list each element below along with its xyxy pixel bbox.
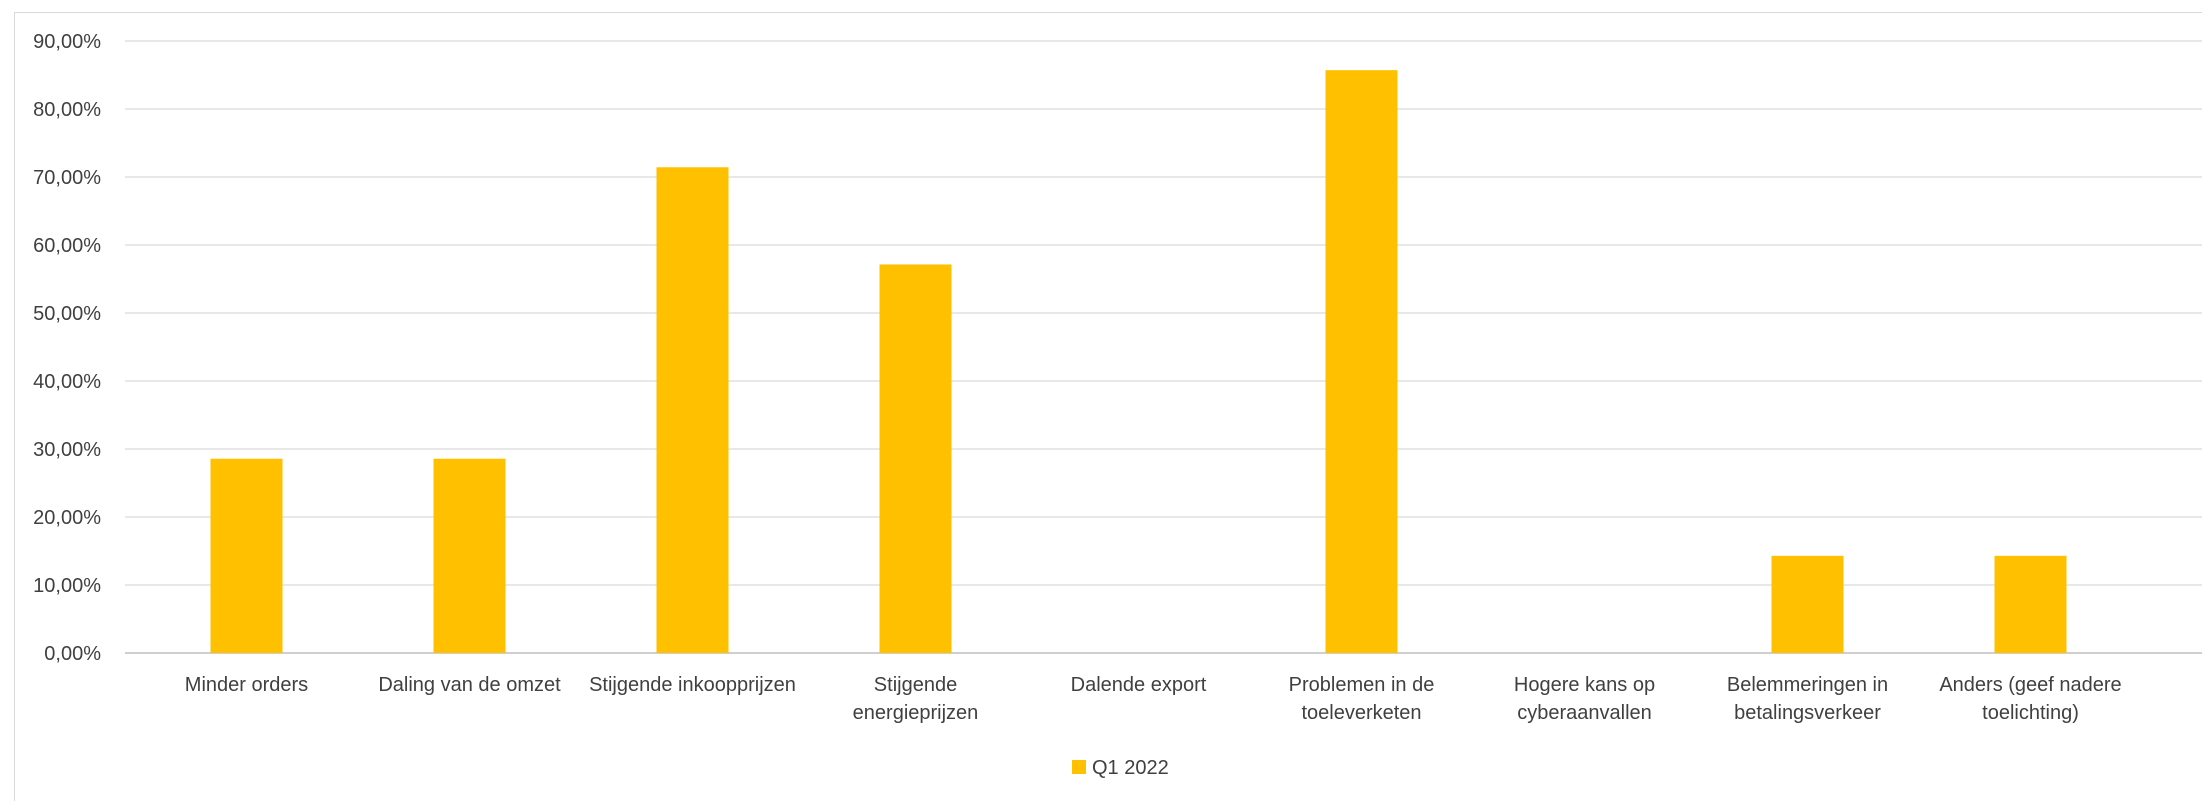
y-tick-label: 70,00%: [33, 167, 101, 189]
chart-frame: [14, 12, 2202, 801]
x-tick-label: Dalende export: [1071, 674, 1207, 696]
bar[interactable]: [879, 264, 952, 653]
bar[interactable]: [1771, 555, 1844, 653]
bar[interactable]: [656, 167, 729, 653]
y-tick-label: 0,00%: [44, 643, 101, 665]
y-tick-label: 10,00%: [33, 575, 101, 597]
bar[interactable]: [210, 458, 283, 653]
x-tick-label: Stijgende inkoopprijzen: [589, 674, 796, 696]
y-tick-label: 60,00%: [33, 235, 101, 257]
y-tick-label: 50,00%: [33, 303, 101, 325]
bar[interactable]: [433, 458, 506, 653]
x-tick-label: Hogere kans op cyberaanvallen: [1514, 674, 1655, 724]
x-tick-label: Daling van de omzet: [378, 674, 561, 696]
legend-swatch: [1072, 760, 1086, 774]
legend-label: Q1 2022: [1092, 757, 1169, 779]
y-tick-label: 30,00%: [33, 439, 101, 461]
y-tick-label: 80,00%: [33, 99, 101, 121]
x-tick-label: Minder orders: [185, 674, 308, 696]
y-tick-label: 40,00%: [33, 371, 101, 393]
x-tick-label: Stijgende energieprijzen: [853, 674, 979, 724]
bar[interactable]: [1994, 555, 2067, 653]
x-tick-label: Belemmeringen in betalingsverkeer: [1727, 674, 1888, 724]
y-tick-label: 20,00%: [33, 507, 101, 529]
y-tick-label: 90,00%: [33, 31, 101, 53]
x-tick-label: Anders (geef nadere toelichting): [1939, 674, 2121, 724]
x-tick-label: Problemen in de toeleverketen: [1289, 674, 1435, 724]
bar[interactable]: [1325, 70, 1398, 653]
